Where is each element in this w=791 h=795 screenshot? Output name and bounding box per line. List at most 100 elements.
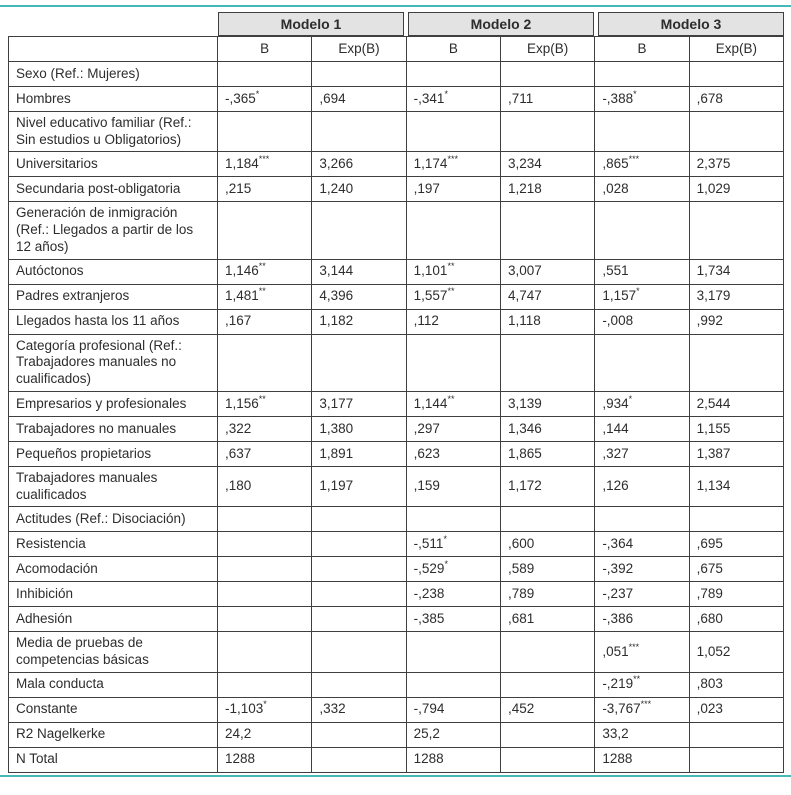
expb-value-cell bbox=[688, 110, 785, 153]
expb-value-cell: 3,179 bbox=[688, 283, 785, 310]
col-header-expb: Exp(B) bbox=[311, 36, 407, 62]
b-value-cell: -3,767*** bbox=[594, 696, 690, 723]
significance-asterisks: *** bbox=[447, 154, 458, 165]
expb-value-cell: ,789 bbox=[688, 581, 785, 608]
row-label: Llegados hasta los 11 años bbox=[8, 308, 218, 335]
top-divider-rule bbox=[0, 5, 791, 7]
significance-asterisks: * bbox=[444, 558, 448, 569]
expb-value-cell bbox=[311, 61, 407, 87]
expb-value-cell bbox=[499, 201, 596, 260]
span-filler-cell bbox=[311, 721, 407, 748]
span-value-cell: 25,2 bbox=[405, 721, 501, 748]
expb-value-cell: 3,234 bbox=[499, 151, 596, 178]
expb-value-cell bbox=[311, 333, 407, 392]
expb-value-cell: 1,118 bbox=[499, 308, 596, 335]
expb-value-cell: ,600 bbox=[499, 531, 596, 558]
expb-value-cell: 1,865 bbox=[499, 440, 596, 467]
b-value-cell: 1,481** bbox=[216, 283, 313, 310]
b-value-cell bbox=[405, 201, 501, 260]
significance-asterisks: * bbox=[443, 533, 447, 544]
b-value-cell bbox=[216, 631, 313, 673]
category-label: Categoría profesional (Ref.: Trabajadore… bbox=[8, 333, 218, 392]
b-value-cell: ,551 bbox=[594, 258, 690, 285]
expb-value-cell: ,681 bbox=[499, 606, 596, 633]
expb-value-cell: 1,172 bbox=[499, 465, 596, 508]
span-filler-cell bbox=[311, 746, 407, 773]
expb-value-cell: 1,182 bbox=[311, 308, 407, 335]
category-label: Generación de inmigración (Ref.: Llegado… bbox=[8, 201, 218, 260]
span-filler-cell bbox=[688, 746, 785, 773]
b-value-cell bbox=[216, 581, 313, 608]
table-row: Secundaria post-obligatoria ,215 1,240,197… bbox=[8, 176, 785, 203]
expb-value-cell: 3,139 bbox=[499, 390, 596, 417]
category-label: Sexo (Ref.: Mujeres) bbox=[8, 61, 218, 87]
significance-asterisks: ** bbox=[447, 286, 455, 297]
significance-asterisks: ** bbox=[633, 674, 641, 685]
significance-asterisks: *** bbox=[640, 699, 652, 710]
row-label: Universitarios bbox=[8, 151, 218, 178]
row-label: Trabajadores manuales cualificados bbox=[8, 465, 218, 508]
expb-value-cell: 1,134 bbox=[688, 465, 785, 508]
expb-value-cell: ,678 bbox=[688, 86, 785, 112]
b-value-cell: -,219** bbox=[594, 671, 690, 698]
b-value-cell: -,385 bbox=[405, 606, 501, 633]
sub-header-empty-cell bbox=[8, 36, 218, 62]
sub-header-row: B Exp(B) B Exp(B) B Exp(B) bbox=[8, 36, 785, 62]
expb-value-cell: ,332 bbox=[311, 696, 407, 723]
expb-value-cell: ,589 bbox=[499, 556, 596, 583]
b-value-cell bbox=[216, 671, 313, 698]
table-row: Trabajadores no manuales ,322 1,380,297 1,3… bbox=[8, 415, 785, 442]
expb-value-cell bbox=[688, 333, 785, 392]
b-value-cell: 1,144** bbox=[405, 390, 501, 417]
significance-asterisks: ** bbox=[447, 393, 455, 404]
expb-value-cell bbox=[311, 671, 407, 698]
b-value-cell: 1,101** bbox=[405, 258, 501, 285]
b-value-cell: ,297 bbox=[405, 415, 501, 442]
significance-asterisks: * bbox=[444, 88, 448, 99]
category-label: Actitudes (Ref.: Disociación) bbox=[8, 506, 218, 533]
expb-value-cell: ,675 bbox=[688, 556, 785, 583]
expb-value-cell: 3,266 bbox=[311, 151, 407, 178]
b-value-cell: ,144 bbox=[594, 415, 690, 442]
table-row: Adhesión -,385,681 -,386,680 bbox=[8, 606, 785, 633]
table-row: Hombres -,365* ,694 -,341* ,711 -,388* ,678 bbox=[8, 86, 785, 112]
span-filler-cell bbox=[499, 721, 596, 748]
table-row: Inhibición -,238,789 -,237,789 bbox=[8, 581, 785, 608]
span-value-cell: 1288 bbox=[405, 746, 501, 773]
row-label: Trabajadores no manuales bbox=[8, 415, 218, 442]
table-row: Llegados hasta los 11 años ,167 1,182,112 1… bbox=[8, 308, 785, 335]
expb-value-cell: 1,891 bbox=[311, 440, 407, 467]
expb-value-cell: ,680 bbox=[688, 606, 785, 633]
expb-value-cell: 1,218 bbox=[499, 176, 596, 203]
table-row: Resistencia -,511* ,600 -,364,695 bbox=[8, 531, 785, 558]
table-row: Actitudes (Ref.: Disociación) bbox=[8, 506, 785, 533]
row-label: Pequeños propietarios bbox=[8, 440, 218, 467]
expb-value-cell: 3,007 bbox=[499, 258, 596, 285]
table-row: Constante -1,103* ,332 -,794,452 -3,767*** ,0… bbox=[8, 696, 785, 723]
regression-table-zone: Modelo 1 Modelo 2 Modelo 3 B Exp(B) B Exp(B… bbox=[8, 12, 785, 773]
significance-asterisks: ** bbox=[258, 286, 266, 297]
row-label: R2 Nagelkerke bbox=[8, 721, 218, 748]
b-value-cell bbox=[216, 333, 313, 392]
significance-asterisks: * bbox=[636, 286, 640, 297]
b-value-cell: ,623 bbox=[405, 440, 501, 467]
span-value-cell: 1288 bbox=[594, 746, 690, 773]
expb-value-cell bbox=[688, 506, 785, 533]
significance-asterisks: * bbox=[255, 88, 260, 99]
b-value-cell bbox=[405, 671, 501, 698]
expb-value-cell: 2,375 bbox=[688, 151, 785, 178]
b-value-cell: -,238 bbox=[405, 581, 501, 608]
significance-asterisks: * bbox=[628, 393, 633, 404]
b-value-cell: -,008 bbox=[594, 308, 690, 335]
b-value-cell: ,215 bbox=[216, 176, 313, 203]
b-value-cell bbox=[216, 506, 313, 533]
model-1-header: Modelo 1 bbox=[218, 12, 404, 36]
b-value-cell: ,322 bbox=[216, 415, 313, 442]
table-row: Padres extranjeros 1,481** 4,396 1,557** 4,7… bbox=[8, 283, 785, 310]
table-row: Autóctonos 1,146** 3,144 1,101** 3,007,551 1,… bbox=[8, 258, 785, 285]
expb-value-cell: ,694 bbox=[311, 86, 407, 112]
table-row: Sexo (Ref.: Mujeres) bbox=[8, 61, 785, 87]
table-row: Categoría profesional (Ref.: Trabajadore… bbox=[8, 333, 785, 392]
b-value-cell bbox=[216, 606, 313, 633]
b-value-cell bbox=[594, 110, 690, 153]
